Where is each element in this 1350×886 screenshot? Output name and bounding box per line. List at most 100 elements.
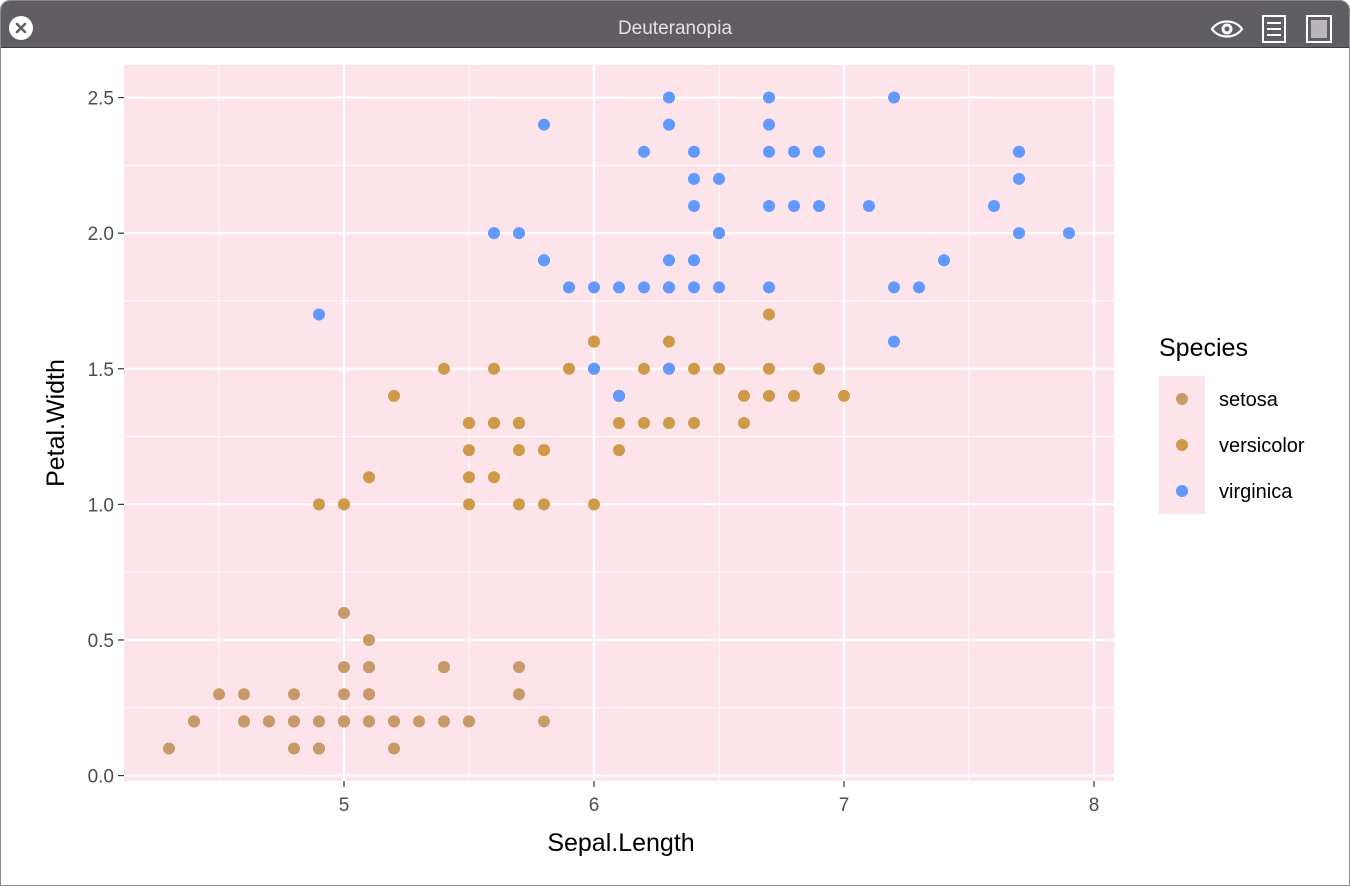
- data-point-versicolor: [588, 498, 600, 511]
- data-point-virginica: [788, 145, 800, 158]
- data-point-setosa: [188, 715, 200, 728]
- data-point-setosa: [513, 688, 525, 701]
- data-point-virginica: [688, 172, 700, 185]
- data-point-virginica: [488, 227, 500, 240]
- data-point-versicolor: [638, 362, 650, 375]
- data-point-versicolor: [688, 417, 700, 429]
- data-point-virginica: [763, 281, 775, 294]
- data-point-virginica: [1063, 227, 1075, 240]
- data-point-setosa: [213, 688, 225, 701]
- data-point-virginica: [638, 145, 650, 158]
- data-point-virginica: [763, 145, 775, 158]
- data-point-setosa: [338, 606, 350, 619]
- close-icon[interactable]: [9, 16, 33, 40]
- data-point-virginica: [663, 91, 675, 104]
- data-point-setosa: [338, 661, 350, 674]
- legend-key-setosa: [1176, 393, 1188, 405]
- data-point-versicolor: [538, 444, 550, 457]
- data-point-setosa: [163, 742, 175, 755]
- data-point-setosa: [388, 715, 400, 728]
- data-point-virginica: [588, 362, 600, 375]
- data-point-setosa: [363, 661, 375, 674]
- data-point-versicolor: [588, 335, 600, 348]
- data-point-virginica: [513, 227, 525, 240]
- data-point-versicolor: [388, 389, 400, 402]
- x-tick-label: 5: [339, 795, 350, 816]
- data-point-versicolor: [513, 444, 525, 457]
- data-point-setosa: [513, 661, 525, 674]
- data-point-virginica: [1013, 172, 1025, 185]
- data-point-virginica: [663, 254, 675, 267]
- data-point-setosa: [238, 688, 250, 701]
- data-point-virginica: [888, 335, 900, 348]
- data-point-virginica: [663, 362, 675, 375]
- data-point-versicolor: [463, 444, 475, 457]
- title-bar: Deuteranopia: [1, 1, 1349, 48]
- legend-label-setosa: setosa: [1219, 389, 1279, 411]
- x-tick-label: 7: [839, 795, 850, 816]
- data-point-versicolor: [538, 498, 550, 511]
- data-point-versicolor: [613, 417, 625, 429]
- data-point-setosa: [288, 715, 300, 728]
- data-point-setosa: [263, 715, 275, 728]
- data-point-versicolor: [463, 417, 475, 429]
- data-point-versicolor: [663, 335, 675, 348]
- data-point-versicolor: [488, 471, 500, 484]
- data-point-setosa: [463, 715, 475, 728]
- data-point-virginica: [663, 281, 675, 294]
- data-point-versicolor: [338, 498, 350, 511]
- data-point-virginica: [613, 389, 625, 402]
- data-point-versicolor: [613, 444, 625, 457]
- legend-label-virginica: virginica: [1219, 481, 1293, 503]
- data-point-virginica: [813, 145, 825, 158]
- y-tick-label: 1.0: [88, 495, 114, 516]
- data-point-versicolor: [513, 417, 525, 429]
- y-tick-label: 2.0: [88, 224, 114, 245]
- y-tick-label: 0.0: [88, 767, 114, 788]
- list-icon[interactable]: [1260, 14, 1288, 49]
- data-point-virginica: [713, 281, 725, 294]
- data-point-versicolor: [738, 389, 750, 402]
- data-point-versicolor: [738, 417, 750, 429]
- data-point-setosa: [388, 742, 400, 755]
- data-point-virginica: [938, 254, 950, 267]
- data-point-versicolor: [463, 471, 475, 484]
- y-tick-label: 0.5: [88, 631, 114, 652]
- data-point-setosa: [313, 715, 325, 728]
- window-title: Deuteranopia: [617, 18, 733, 39]
- data-point-setosa: [363, 688, 375, 701]
- legend-key-virginica: [1176, 485, 1188, 497]
- data-point-virginica: [588, 281, 600, 294]
- data-point-virginica: [563, 281, 575, 294]
- data-point-virginica: [613, 281, 625, 294]
- square-icon[interactable]: [1304, 14, 1334, 49]
- data-point-setosa: [338, 715, 350, 728]
- data-point-virginica: [813, 200, 825, 213]
- data-point-virginica: [538, 254, 550, 267]
- data-point-versicolor: [788, 389, 800, 402]
- eye-icon[interactable]: [1209, 14, 1245, 49]
- data-point-virginica: [688, 200, 700, 213]
- data-point-versicolor: [763, 362, 775, 375]
- data-point-virginica: [888, 91, 900, 104]
- data-point-virginica: [913, 281, 925, 294]
- data-point-versicolor: [638, 417, 650, 429]
- data-point-setosa: [288, 742, 300, 755]
- data-point-setosa: [313, 742, 325, 755]
- data-point-setosa: [238, 715, 250, 728]
- data-point-virginica: [688, 145, 700, 158]
- data-point-versicolor: [438, 362, 450, 375]
- data-point-virginica: [888, 281, 900, 294]
- data-point-virginica: [1013, 227, 1025, 240]
- y-tick-label: 1.5: [88, 360, 114, 381]
- data-point-virginica: [313, 308, 325, 321]
- scatter-chart: 5 6 7 8 0.0 0.5 1.0 1.5 2.0 2.5 Sepal.Length Petal.…: [42, 65, 1305, 857]
- x-tick-label: 8: [1089, 795, 1100, 816]
- data-point-virginica: [663, 118, 675, 131]
- legend-title: Species: [1159, 334, 1248, 362]
- data-point-setosa: [288, 688, 300, 701]
- plot-area: 5 6 7 8 0.0 0.5 1.0 1.5 2.0 2.5 Sepal.Length Petal.…: [1, 48, 1349, 885]
- x-axis-title: Sepal.Length: [547, 829, 694, 857]
- data-point-versicolor: [763, 308, 775, 321]
